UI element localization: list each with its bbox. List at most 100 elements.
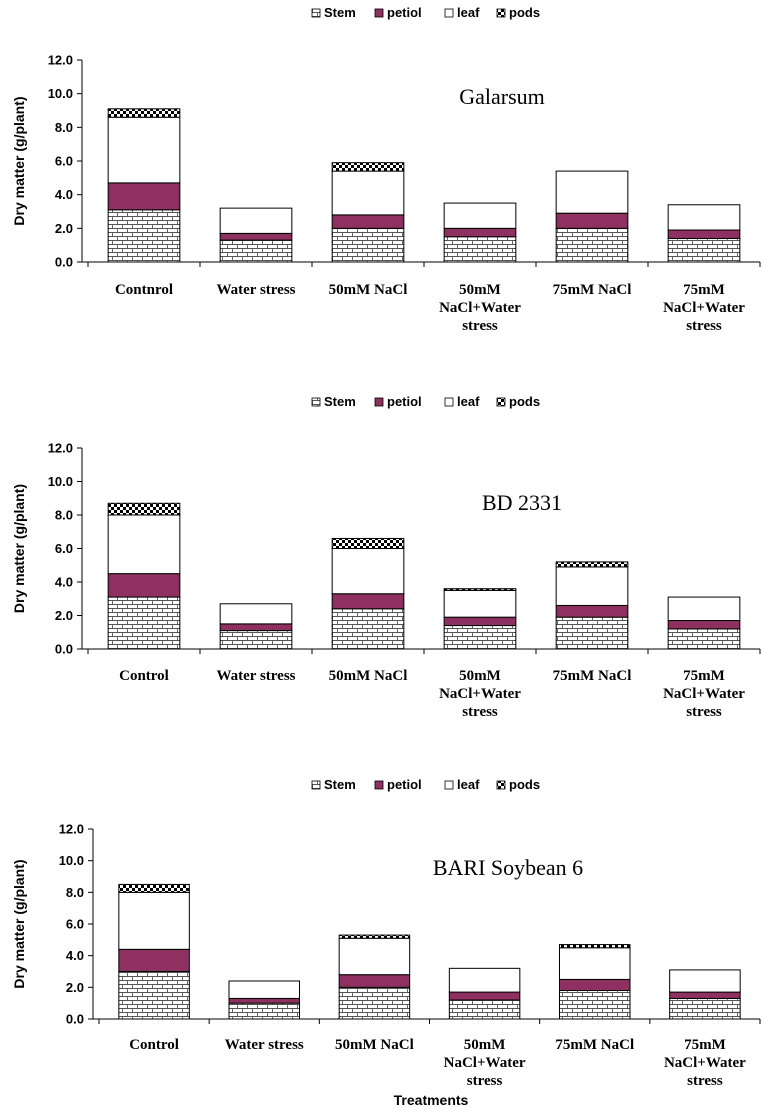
bar-stem xyxy=(331,227,405,263)
legend-swatch-petiol xyxy=(374,8,384,18)
y-tick-label: 12.0 xyxy=(48,53,73,68)
x-tick-label: 75mM NaCl xyxy=(553,282,632,298)
y-tick-label: 2.0 xyxy=(55,608,73,623)
bar-petiol xyxy=(555,604,629,618)
x-tick-label: Water stress xyxy=(216,668,295,684)
bar-leaf xyxy=(219,207,293,234)
bar-stem xyxy=(555,227,629,263)
bar-stem xyxy=(338,986,411,1020)
bar-stem xyxy=(219,630,293,650)
legend-label-stem: Stem xyxy=(324,777,356,792)
legend-swatch-petiol xyxy=(374,780,384,790)
bar-stem xyxy=(228,1002,301,1020)
y-tick-label: 8.0 xyxy=(66,885,84,900)
y-tick-label: 10.0 xyxy=(48,474,73,489)
x-tick-label: Control xyxy=(119,668,169,684)
bar-pods xyxy=(338,934,411,939)
x-tick-label: 75mM NaCl xyxy=(555,1037,634,1053)
y-tick-label: 8.0 xyxy=(55,508,73,523)
bar-petiol xyxy=(667,620,741,630)
y-axis: 0.0 2.0 4.0 6.0 8.0 10.0 12.0 xyxy=(48,441,83,657)
bar-petiol xyxy=(443,616,517,627)
bar-leaf xyxy=(219,603,293,625)
bar-leaf xyxy=(448,967,521,993)
x-tick-label: 75mM NaCl+Water stress xyxy=(663,668,745,720)
x-tick-label: 50mM NaCl+Water stress xyxy=(439,282,521,334)
bar-petiol xyxy=(219,623,293,632)
bar-stem xyxy=(448,999,521,1020)
bar-stem xyxy=(669,997,741,1020)
bar-stem xyxy=(667,237,741,263)
legend-label-stem: Stem xyxy=(324,394,356,409)
y-tick-label: 4.0 xyxy=(55,187,73,202)
bar-stem xyxy=(443,236,517,263)
x-axis: Control Water stress 50mM NaCl 50mM NaCl+Wat… xyxy=(93,1018,761,1089)
legend-swatch-leaf xyxy=(444,8,454,18)
bar-pods xyxy=(443,588,517,591)
bar-petiol xyxy=(448,991,521,1001)
x-axis-title: Treatments xyxy=(394,1092,469,1108)
bar-leaf xyxy=(338,937,411,976)
y-tick-label: 0.0 xyxy=(55,642,73,657)
bar-stem xyxy=(555,616,629,650)
bar-leaf xyxy=(107,514,181,575)
y-tick-label: 6.0 xyxy=(55,154,73,169)
bar-petiol xyxy=(331,214,405,229)
y-tick-label: 4.0 xyxy=(55,575,73,590)
bar-leaf xyxy=(555,566,629,606)
x-tick-label: 50mM NaCl xyxy=(335,1037,414,1053)
legend-swatch-leaf xyxy=(444,397,454,407)
x-axis: Contnrol Water stress 50mM NaCl 50mM NaCl+Wa… xyxy=(82,261,761,334)
bar-petiol xyxy=(219,232,293,241)
bar-stem xyxy=(107,596,181,650)
legend-swatch-pods xyxy=(496,780,506,790)
x-tick-label: 50mM NaCl+Water stress xyxy=(439,668,521,720)
bar-stem xyxy=(558,990,631,1020)
bar-stem xyxy=(219,239,293,263)
bar-leaf xyxy=(331,548,405,595)
x-tick-label: 75mM NaCl+Water stress xyxy=(664,1037,746,1089)
y-tick-label: 2.0 xyxy=(66,980,84,995)
x-tick-label: 50mM NaCl xyxy=(329,668,408,684)
bar-pods xyxy=(555,561,629,568)
y-axis-title: Dry matter (g/plant) xyxy=(11,859,27,988)
legend-label-petiol: petiol xyxy=(387,394,422,409)
chart-title: BARI Soybean 6 xyxy=(433,855,583,880)
bar-petiol xyxy=(558,978,631,992)
chart-panel-1: Stem petiol leaf pods 0.0 2.0 4.0 6.0 8.0 10.0 12.… xyxy=(11,5,761,334)
bar-pods xyxy=(558,944,631,949)
y-axis-title: Dry matter (g/plant) xyxy=(11,484,27,613)
y-tick-label: 10.0 xyxy=(48,86,73,101)
bar-petiol xyxy=(118,948,190,972)
legend-label-pods: pods xyxy=(509,394,540,409)
chart-title: BD 2331 xyxy=(482,490,562,515)
x-tick-label: Water stress xyxy=(225,1037,304,1053)
legend: Stem petiol leaf pods xyxy=(311,777,540,792)
legend-swatch-leaf xyxy=(444,780,454,790)
x-axis: Control Water stress 50mM NaCl 50mM NaCl+Wat… xyxy=(82,648,761,720)
legend: Stem petiol leaf pods xyxy=(311,5,540,20)
bar-stem xyxy=(118,971,190,1020)
legend-swatch-pods xyxy=(496,397,506,407)
y-tick-label: 8.0 xyxy=(55,120,73,135)
y-tick-label: 10.0 xyxy=(59,853,84,868)
chart-title: Galarsum xyxy=(459,84,545,109)
bar-petiol xyxy=(443,227,517,238)
x-tick-label: Water stress xyxy=(216,282,295,298)
bar-pods xyxy=(331,162,405,172)
bar-leaf xyxy=(118,891,190,950)
legend-swatch-stem xyxy=(311,780,321,790)
bar-leaf xyxy=(667,596,741,622)
bar-petiol xyxy=(667,229,741,239)
bar-stem xyxy=(107,209,181,263)
bar-leaf xyxy=(669,969,741,993)
bar-petiol xyxy=(228,997,301,1004)
bar-stem xyxy=(443,625,517,650)
bar-leaf xyxy=(443,202,517,229)
bar-leaf xyxy=(558,947,631,980)
legend-swatch-stem xyxy=(311,8,321,18)
y-tick-label: 12.0 xyxy=(59,822,84,837)
x-tick-label: Control xyxy=(129,1037,179,1053)
bar-leaf xyxy=(555,170,629,214)
chart-panel-3: Stem petiol leaf pods 0.0 2.0 4.0 6.0 8.0 10.0 12.… xyxy=(11,777,761,1108)
